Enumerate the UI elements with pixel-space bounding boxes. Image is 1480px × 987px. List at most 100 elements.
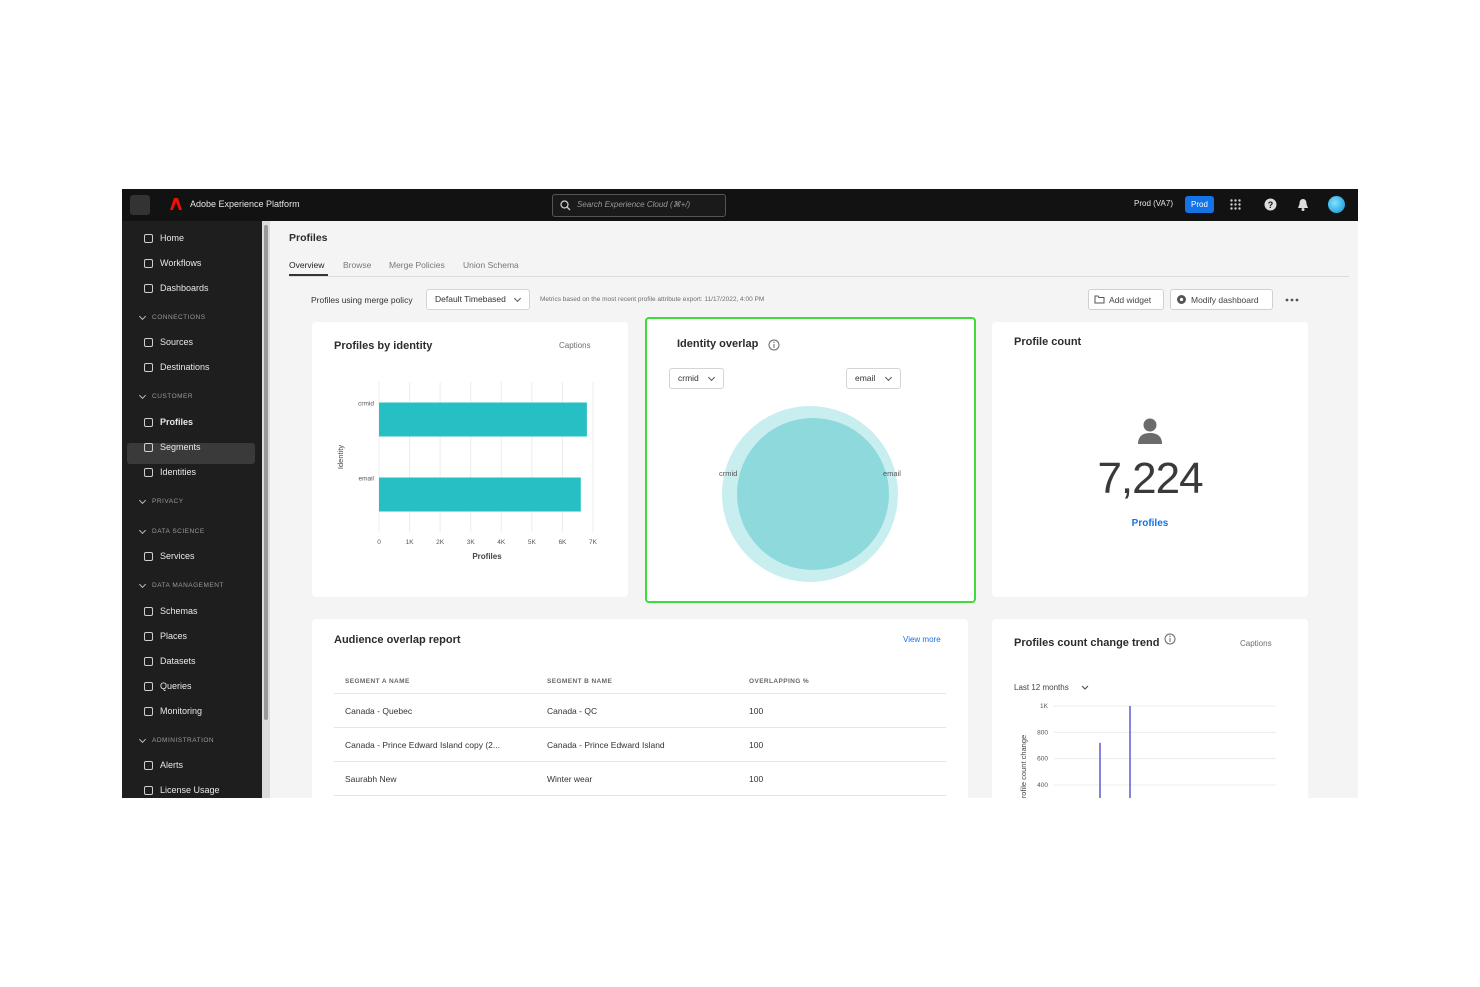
- row-divider: [334, 795, 946, 796]
- app-name: Adobe Experience Platform: [190, 199, 300, 209]
- gear-icon: [1177, 295, 1186, 304]
- left-identity-dropdown[interactable]: crmid: [669, 368, 724, 389]
- nav-item[interactable]: Dashboards: [144, 283, 209, 293]
- apps-icon[interactable]: [1230, 199, 1241, 210]
- cell: Canada - Quebec: [345, 706, 413, 716]
- row-divider: [334, 727, 946, 728]
- nav-item[interactable]: Home: [143, 233, 185, 243]
- nav-item[interactable]: Services: [144, 551, 195, 561]
- nav-section[interactable]: DATA SCIENCE: [152, 528, 205, 535]
- nav-item[interactable]: Alerts: [143, 760, 184, 770]
- right-identity-dropdown[interactable]: email: [846, 368, 901, 389]
- column-header: SEGMENT A NAME: [345, 678, 410, 685]
- cell: Canada - Prince Edward Island copy (2...: [345, 740, 500, 750]
- svg-text:?: ?: [1268, 200, 1274, 210]
- sandbox-badge[interactable]: Prod: [1185, 196, 1214, 213]
- avatar[interactable]: [1328, 196, 1345, 213]
- y-tick-label: 600: [1037, 756, 1048, 763]
- nav-item[interactable]: Queries: [144, 681, 192, 691]
- tab-indicator: [289, 274, 328, 276]
- x-tick-label: 7K: [589, 539, 598, 546]
- screenshot: Adobe Experience Platform Search Experie…: [122, 189, 1358, 798]
- info-icon[interactable]: [768, 339, 780, 351]
- profile-count-card: Profile count 7,224 Profiles: [992, 322, 1308, 597]
- sidebar: Home Workflows Dashboards CONNECTIONS So…: [122, 221, 262, 798]
- widget-title: Profile count: [1014, 336, 1082, 348]
- sidebar-scrollbar: [262, 221, 270, 798]
- venn-right-label: email: [883, 469, 901, 478]
- x-tick-label: 6K: [558, 539, 567, 546]
- search-box[interactable]: Search Experience Cloud (⌘+/): [552, 194, 726, 217]
- nav-item[interactable]: Segments: [144, 442, 201, 452]
- y-axis-label: Profile count change: [1019, 735, 1028, 798]
- bar: [379, 477, 581, 512]
- menu-button[interactable]: [130, 195, 150, 215]
- audience-overlap-card: Audience overlap report View more SEGMEN…: [312, 619, 968, 798]
- venn-diagram: crmid email: [719, 406, 901, 582]
- cell: 100: [749, 740, 764, 750]
- more-icon[interactable]: [1285, 298, 1299, 302]
- x-axis-label: Profiles: [472, 552, 502, 561]
- tab-divider: [289, 276, 1349, 277]
- nav-item[interactable]: Monitoring: [143, 706, 203, 716]
- nav-item[interactable]: License Usage: [144, 785, 220, 795]
- merge-policy-label: Profiles using merge policy: [311, 295, 413, 305]
- nav-section[interactable]: DATA MANAGEMENT: [152, 582, 224, 589]
- identity-overlap-card: Identity overlap crmid email crmid email: [645, 317, 976, 603]
- nav-item[interactable]: Profiles: [143, 417, 194, 427]
- column-header: SEGMENT B NAME: [547, 678, 613, 685]
- venn-inner: [737, 418, 889, 570]
- adobe-logo: [170, 198, 182, 210]
- venn-left-label: crmid: [719, 469, 737, 478]
- merge-policy-dropdown[interactable]: Default Timebased: [426, 289, 530, 310]
- profile-count-value: 7,224: [1097, 454, 1203, 503]
- nav-item[interactable]: Schemas: [144, 606, 198, 616]
- nav-section[interactable]: CUSTOMER: [152, 393, 194, 400]
- cell: Canada - QC: [547, 706, 598, 716]
- category-label: email: [358, 476, 374, 483]
- cell: Canada - Prince Edward Island: [547, 740, 665, 750]
- captions-link[interactable]: Captions: [1240, 639, 1272, 648]
- y-tick-label: 1K: [1040, 703, 1049, 710]
- row-divider: [334, 761, 946, 762]
- nav-item[interactable]: Sources: [143, 337, 194, 347]
- search-placeholder: Search Experience Cloud (⌘+/): [577, 200, 691, 209]
- bar: [379, 402, 587, 437]
- notifications-icon[interactable]: [1297, 198, 1309, 211]
- profiles-by-identity-card: Profiles by identity Captions Identity P…: [312, 322, 628, 597]
- view-more-link[interactable]: View more: [903, 635, 941, 644]
- trend-card: Profiles count change trend Captions Las…: [992, 619, 1308, 798]
- tab[interactable]: Overview: [289, 260, 325, 270]
- sandbox-name: Prod (VA7): [1134, 199, 1173, 208]
- nav-item[interactable]: Workflows: [143, 258, 202, 268]
- nav-item[interactable]: Places: [143, 631, 188, 641]
- cell: 100: [749, 706, 764, 716]
- selected-highlight: [127, 443, 255, 464]
- modify-dashboard-button[interactable]: Modify dashboard: [1170, 289, 1273, 310]
- y-tick-label: 800: [1037, 729, 1048, 736]
- row-divider: [334, 693, 946, 694]
- x-tick-label: 2K: [436, 539, 445, 546]
- widget-title: Identity overlap: [677, 338, 759, 350]
- nav-section[interactable]: CONNECTIONS: [152, 314, 206, 321]
- tab[interactable]: Merge Policies: [389, 260, 445, 270]
- nav-item[interactable]: Destinations: [144, 362, 210, 372]
- add-widget-button[interactable]: Add widget: [1088, 289, 1164, 310]
- nav-item[interactable]: Datasets: [144, 656, 196, 666]
- nav-item[interactable]: Identities: [143, 467, 197, 477]
- column-header: OVERLAPPING %: [749, 678, 810, 685]
- category-label: crmid: [358, 401, 374, 408]
- profiles-link[interactable]: Profiles: [1131, 518, 1169, 529]
- tab[interactable]: Browse: [343, 260, 372, 270]
- info-icon[interactable]: [1164, 633, 1176, 645]
- nav-section[interactable]: ADMINISTRATION: [152, 737, 215, 744]
- tab[interactable]: Union Schema: [463, 260, 519, 270]
- nav-section[interactable]: PRIVACY: [152, 498, 184, 505]
- period-dropdown[interactable]: Last 12 months: [1014, 683, 1069, 692]
- x-tick-label: 3K: [467, 539, 476, 546]
- captions-link[interactable]: Captions: [559, 341, 591, 350]
- y-axis-label: Identity: [336, 445, 345, 469]
- help-icon[interactable]: ?: [1264, 198, 1277, 211]
- trend-chart: Profile count change 1K 800 600 400: [1019, 703, 1276, 798]
